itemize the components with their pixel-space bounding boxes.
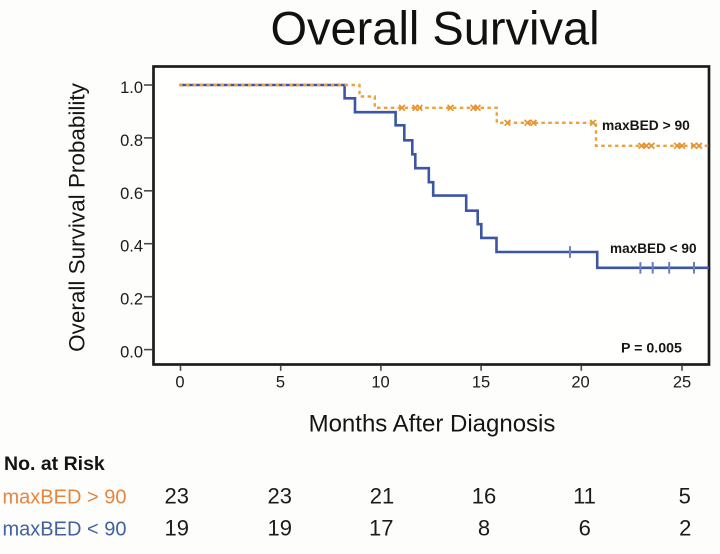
svg-text:0.2: 0.2 <box>120 291 143 309</box>
svg-text:0.4: 0.4 <box>120 238 143 256</box>
svg-text:5: 5 <box>679 483 691 508</box>
svg-text:17: 17 <box>369 516 393 541</box>
svg-text:11: 11 <box>573 483 596 508</box>
svg-text:19: 19 <box>165 516 189 541</box>
svg-text:Overall Survival Probability: Overall Survival Probability <box>65 82 90 352</box>
svg-text:Overall Survival: Overall Survival <box>270 2 599 55</box>
svg-text:P = 0.005: P = 0.005 <box>621 340 682 356</box>
svg-text:maxBED > 90: maxBED > 90 <box>3 487 127 509</box>
svg-text:maxBED < 90: maxBED < 90 <box>3 519 127 541</box>
svg-text:Months After Diagnosis: Months After Diagnosis <box>309 411 556 438</box>
svg-text:25: 25 <box>673 374 691 392</box>
svg-text:21: 21 <box>370 483 394 508</box>
svg-text:5: 5 <box>276 374 285 392</box>
svg-text:1.0: 1.0 <box>120 79 143 97</box>
svg-text:23: 23 <box>267 483 291 508</box>
svg-text:maxBED > 90: maxBED > 90 <box>602 118 690 133</box>
svg-text:23: 23 <box>165 483 189 508</box>
svg-text:maxBED < 90: maxBED < 90 <box>610 241 697 256</box>
svg-text:8: 8 <box>478 516 490 541</box>
svg-text:6: 6 <box>579 516 591 541</box>
svg-text:16: 16 <box>472 483 496 508</box>
svg-text:2: 2 <box>679 516 691 541</box>
svg-text:10: 10 <box>371 374 389 392</box>
svg-text:0.0: 0.0 <box>120 344 143 362</box>
svg-text:0.6: 0.6 <box>120 185 143 203</box>
svg-text:No. at Risk: No. at Risk <box>4 453 105 475</box>
svg-text:20: 20 <box>571 374 589 392</box>
svg-text:15: 15 <box>472 374 490 392</box>
svg-text:19: 19 <box>268 516 292 541</box>
svg-text:0: 0 <box>175 374 184 392</box>
svg-text:0.8: 0.8 <box>120 132 143 150</box>
